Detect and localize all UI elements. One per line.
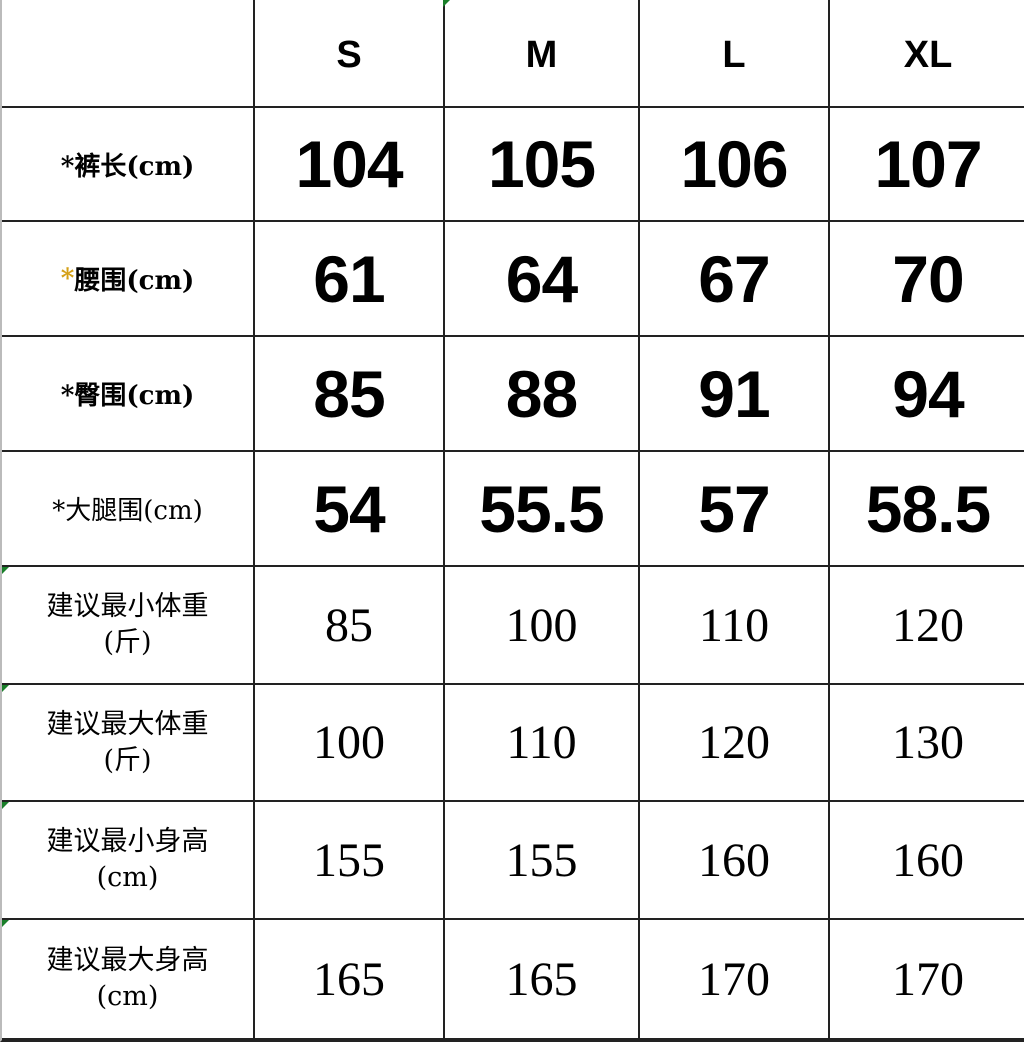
cell-comment-marker <box>2 567 9 574</box>
label-text: 建议最大身高 <box>46 945 209 976</box>
row-label-hip: *臀围(cm) <box>2 337 255 452</box>
row-label-thigh: *大腿围(cm) <box>2 452 255 567</box>
value-cell: 64 <box>445 222 640 337</box>
value-cell: 160 <box>640 802 830 920</box>
value-cell: 110 <box>640 567 830 685</box>
value-cell: 100 <box>255 685 445 802</box>
value-cell: 91 <box>640 337 830 452</box>
value-cell: 170 <box>830 920 1024 1040</box>
value-cell: 57 <box>640 452 830 567</box>
label-text: 腰围(cm) <box>74 266 195 296</box>
cell-comment-marker <box>2 802 9 809</box>
corner-cell <box>2 0 255 108</box>
size-header-s: S <box>255 0 445 108</box>
value-cell: 54 <box>255 452 445 567</box>
value-cell: 130 <box>830 685 1024 802</box>
cell-comment-marker <box>443 0 450 7</box>
value-cell: 85 <box>255 337 445 452</box>
row-label-max-height: 建议最大身高 (cm) <box>2 920 255 1040</box>
value-cell: 94 <box>830 337 1024 452</box>
label-text: 建议最大体重 <box>46 708 209 740</box>
row-label-max-weight: 建议最大体重 (斤) <box>2 685 255 802</box>
row-label-pants-length: *裤长(cm) <box>2 108 255 222</box>
value-cell: 105 <box>445 108 640 222</box>
cell-comment-marker <box>2 685 9 692</box>
value-cell: 160 <box>830 802 1024 920</box>
cell-comment-marker <box>2 920 9 927</box>
label-unit: (斤) <box>103 744 152 776</box>
value-cell: 120 <box>640 685 830 802</box>
size-header-l: L <box>640 0 830 108</box>
label-unit: (cm) <box>96 862 159 893</box>
value-cell: 165 <box>445 920 640 1040</box>
label-text: 建议最小身高 <box>46 826 209 857</box>
value-cell: 165 <box>255 920 445 1040</box>
asterisk: * <box>60 263 75 294</box>
value-cell: 55.5 <box>445 452 640 567</box>
value-cell: 85 <box>255 567 445 685</box>
row-label-waist: * 腰围(cm) <box>2 222 255 337</box>
value-cell: 100 <box>445 567 640 685</box>
value-cell: 88 <box>445 337 640 452</box>
value-cell: 120 <box>830 567 1024 685</box>
value-cell: 110 <box>445 685 640 802</box>
value-cell: 106 <box>640 108 830 222</box>
label-unit: (斤) <box>103 627 152 658</box>
value-cell: 70 <box>830 222 1024 337</box>
value-cell: 104 <box>255 108 445 222</box>
value-cell: 155 <box>445 802 640 920</box>
size-header-xl: XL <box>830 0 1024 108</box>
value-cell: 67 <box>640 222 830 337</box>
value-cell: 155 <box>255 802 445 920</box>
value-cell: 107 <box>830 108 1024 222</box>
label-text: 建议最小体重 <box>46 591 209 622</box>
size-header-m: M <box>445 0 640 108</box>
value-cell: 61 <box>255 222 445 337</box>
row-label-min-height: 建议最小身高 (cm) <box>2 802 255 920</box>
row-label-min-weight: 建议最小体重 (斤) <box>2 567 255 685</box>
label-unit: (cm) <box>96 981 159 1012</box>
value-cell: 58.5 <box>830 452 1024 567</box>
value-cell: 170 <box>640 920 830 1040</box>
